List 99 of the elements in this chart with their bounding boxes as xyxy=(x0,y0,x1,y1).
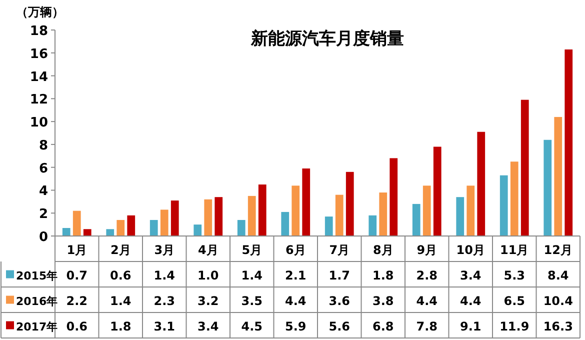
data-label: 1.8 xyxy=(110,319,132,334)
bar xyxy=(194,224,202,236)
data-label: 3.4 xyxy=(460,268,482,282)
bar xyxy=(554,116,562,236)
data-label: 7.8 xyxy=(416,319,438,334)
bar xyxy=(127,215,136,236)
y-axis-title: （万辆） xyxy=(16,5,64,19)
bar xyxy=(422,186,431,236)
data-label: 1.4 xyxy=(110,294,132,308)
data-label: 8.4 xyxy=(547,268,569,282)
x-tick-label: 12月 xyxy=(544,242,572,257)
bar xyxy=(214,197,223,236)
data-label: 1.0 xyxy=(197,268,219,282)
data-label: 3.6 xyxy=(328,294,350,308)
x-tick-label: 9月 xyxy=(416,242,438,257)
x-tick-label: 2月 xyxy=(110,242,131,257)
y-tick-label: 18 xyxy=(30,24,48,39)
x-tick-label: 7月 xyxy=(329,242,350,257)
bar xyxy=(346,172,354,236)
bar xyxy=(390,158,398,236)
data-label: 1.4 xyxy=(154,268,176,282)
bar xyxy=(160,210,168,236)
bar xyxy=(106,229,114,236)
bar xyxy=(500,175,508,236)
chart-title: 新能源汽车月度销量 xyxy=(250,29,404,49)
data-label: 2.2 xyxy=(66,294,88,308)
bar xyxy=(520,100,529,236)
bar xyxy=(248,196,256,236)
x-tick-label: 4月 xyxy=(198,242,218,257)
bar xyxy=(379,192,388,236)
data-label: 4.4 xyxy=(284,294,306,308)
bar xyxy=(170,200,179,236)
data-label: 5.3 xyxy=(504,268,526,282)
y-tick-label: 12 xyxy=(30,92,48,108)
data-label: 5.9 xyxy=(284,319,306,334)
data-label: 1.7 xyxy=(328,268,350,282)
y-tick-label: 2 xyxy=(38,207,48,222)
data-label: 3.5 xyxy=(241,294,263,308)
y-tick-label: 10 xyxy=(30,116,48,131)
bar xyxy=(281,212,290,236)
y-tick-label: 14 xyxy=(30,70,48,85)
y-tick-label: 8 xyxy=(38,138,48,154)
legend-label: 2015年 xyxy=(16,269,58,282)
bar xyxy=(302,168,310,236)
bar xyxy=(335,194,344,236)
data-label: 16.3 xyxy=(543,319,573,334)
data-label: 9.1 xyxy=(460,319,482,334)
x-tick-label: 6月 xyxy=(285,242,306,257)
bar xyxy=(368,215,377,236)
data-label: 0.6 xyxy=(110,268,132,282)
data-label: 1.8 xyxy=(372,268,394,282)
data-label: 2.8 xyxy=(416,268,438,282)
bar xyxy=(237,220,246,236)
data-label: 4.5 xyxy=(241,319,263,334)
data-label: 6.8 xyxy=(372,319,394,334)
bar xyxy=(116,220,125,236)
legend-label: 2016年 xyxy=(16,294,58,308)
x-tick-label: 10月 xyxy=(456,242,485,257)
legend-label: 2017年 xyxy=(16,320,58,334)
bar xyxy=(72,210,81,236)
data-label: 4.4 xyxy=(460,294,482,308)
bar xyxy=(466,186,475,236)
bar xyxy=(433,146,442,236)
x-tick-label: 11月 xyxy=(500,242,529,257)
bar xyxy=(544,140,552,236)
bar xyxy=(204,199,212,236)
bar xyxy=(456,197,464,236)
data-label: 3.4 xyxy=(197,319,219,334)
bar xyxy=(510,162,518,236)
x-tick-label: 1月 xyxy=(66,242,88,257)
data-label: 6.5 xyxy=(504,294,526,308)
data-label: 10.4 xyxy=(543,294,573,308)
data-label: 5.6 xyxy=(328,319,350,334)
y-tick-label: 6 xyxy=(38,161,48,176)
bar xyxy=(150,220,158,236)
data-label: 2.3 xyxy=(154,294,176,308)
bar xyxy=(564,49,573,236)
x-tick-label: 8月 xyxy=(372,242,394,257)
bar xyxy=(62,228,70,236)
x-tick-label: 5月 xyxy=(242,242,262,257)
data-label: 11.9 xyxy=(500,319,530,334)
bar xyxy=(292,186,300,236)
bar xyxy=(412,204,420,236)
bar xyxy=(83,229,92,236)
y-tick-label: 16 xyxy=(30,46,48,62)
data-label: 3.8 xyxy=(372,294,394,308)
data-label: 0.7 xyxy=(66,268,88,282)
bar xyxy=(477,132,486,236)
x-tick-label: 3月 xyxy=(154,242,175,257)
y-tick-label: 4 xyxy=(38,184,48,200)
bar xyxy=(258,184,266,236)
data-label: 2.1 xyxy=(284,268,306,282)
data-label: 0.6 xyxy=(66,319,88,334)
data-label: 3.1 xyxy=(154,319,176,334)
data-label: 1.4 xyxy=(241,268,263,282)
data-label: 4.4 xyxy=(416,294,438,308)
data-label: 3.2 xyxy=(197,294,219,308)
bar xyxy=(324,216,333,236)
y-tick-label: 0 xyxy=(38,230,48,245)
